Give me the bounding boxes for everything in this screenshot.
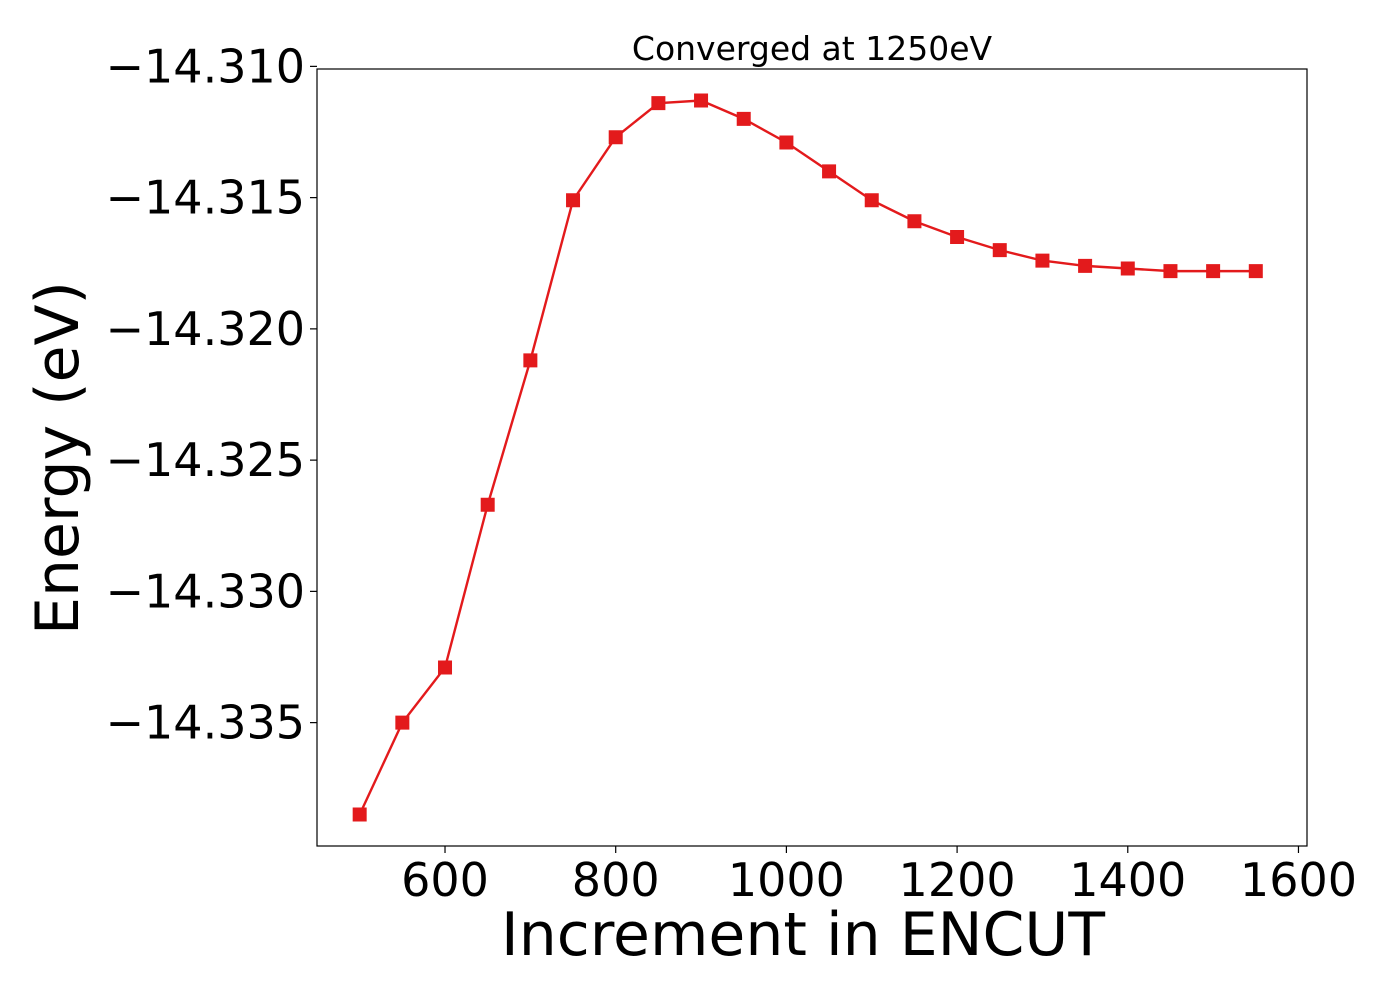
data-point-marker (907, 214, 922, 229)
data-point-marker (1078, 258, 1093, 273)
series-line (358, 99, 1256, 816)
data-point-marker (694, 93, 709, 108)
x-tick-label: 1600 (1240, 853, 1357, 907)
plot-area (316, 68, 1308, 847)
y-tick-label: −14.315 (106, 171, 306, 225)
y-tick-label: −14.310 (106, 39, 306, 93)
data-point-marker (480, 497, 495, 512)
data-point-marker (566, 193, 581, 208)
x-tick-label: 1200 (899, 853, 1016, 907)
y-axis-label: Energy (eV) (23, 281, 93, 635)
data-point-marker (1163, 264, 1178, 279)
x-axis-label: Increment in ENCUT (501, 900, 1105, 970)
data-point-marker (1120, 261, 1135, 276)
x-tick-label: 600 (401, 853, 489, 907)
data-point-marker (822, 164, 837, 179)
y-axis: −14.310 −14.315 −14.320 −14.325 −14.330 −14.3… (106, 39, 317, 750)
data-point-marker (736, 111, 751, 126)
data-point-marker (395, 715, 410, 730)
series-energy (352, 93, 1263, 822)
y-tick-label: −14.325 (106, 433, 306, 487)
data-point-marker (352, 807, 367, 822)
x-tick-label: 1400 (1069, 853, 1186, 907)
data-point-marker (864, 193, 879, 208)
x-axis: 600 800 1000 1200 1400 1600 (401, 846, 1357, 907)
y-tick-label: −14.330 (106, 564, 306, 618)
x-tick-label: 800 (572, 853, 660, 907)
y-tick-label: −14.335 (106, 696, 306, 750)
y-tick-label: −14.320 (106, 302, 306, 356)
data-point-marker (608, 130, 623, 145)
data-point-marker (523, 353, 538, 368)
data-point-marker (950, 230, 965, 244)
data-point-marker (779, 135, 794, 150)
data-point-marker (651, 96, 666, 111)
data-point-marker (1206, 264, 1221, 279)
chart-title: Converged at 1250eV (632, 29, 993, 68)
data-point-marker (1035, 253, 1050, 268)
data-point-marker (1248, 264, 1263, 279)
data-point-marker (992, 243, 1007, 258)
data-point-marker (438, 660, 453, 675)
x-tick-label: 1000 (728, 853, 845, 907)
